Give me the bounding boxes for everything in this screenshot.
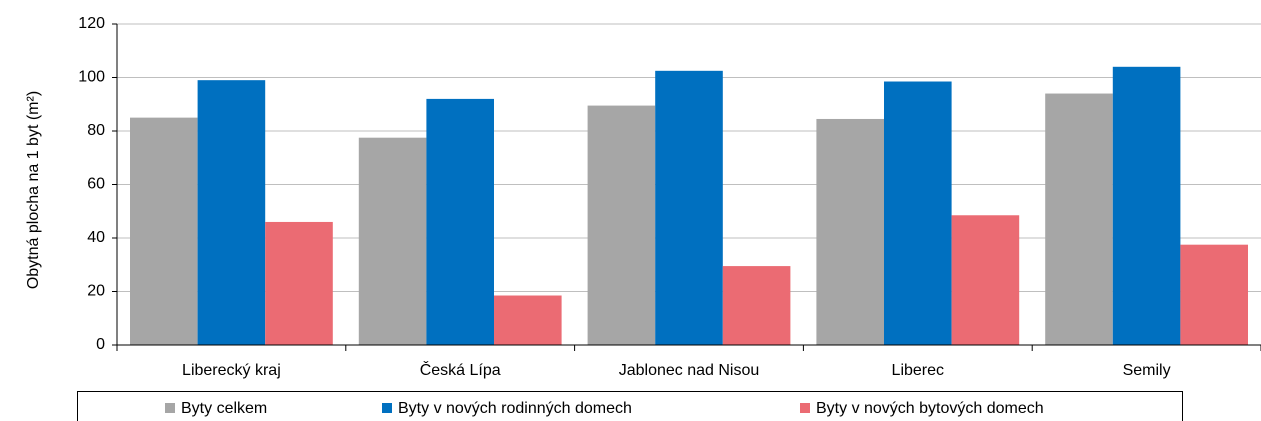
bar xyxy=(265,221,333,345)
bar xyxy=(358,137,427,345)
x-tick-label: Liberecký kraj xyxy=(182,362,281,379)
legend-swatch xyxy=(800,403,810,413)
bar xyxy=(1180,244,1248,345)
bar xyxy=(1045,93,1113,345)
bar xyxy=(816,118,884,346)
bar xyxy=(655,70,723,345)
y-tick-label: 0 xyxy=(96,336,105,353)
y-tick-label: 80 xyxy=(87,122,105,139)
bar xyxy=(1112,66,1181,346)
bar xyxy=(130,117,198,345)
legend-label: Byty celkem xyxy=(181,400,267,417)
y-axis-label: Obytná plocha na 1 byt (m²) xyxy=(25,91,42,289)
bar xyxy=(197,80,266,346)
bar xyxy=(722,266,791,345)
x-tick-label: Liberec xyxy=(892,362,944,379)
legend-box xyxy=(77,391,1183,421)
y-tick-label: 120 xyxy=(78,15,105,32)
y-tick-label: 40 xyxy=(87,229,105,246)
x-tick-label: Česká Lípa xyxy=(420,360,501,379)
bar xyxy=(884,81,952,345)
y-tick-label: 100 xyxy=(78,69,105,86)
bar xyxy=(426,98,494,346)
y-tick-label: 60 xyxy=(87,176,105,193)
legend-swatch xyxy=(165,403,175,413)
x-tick-label: Jablonec nad Nisou xyxy=(619,362,760,379)
y-tick-label: 20 xyxy=(87,283,105,300)
bar xyxy=(494,295,562,345)
bar xyxy=(587,105,656,346)
legend-label: Byty v nových rodinných domech xyxy=(398,400,632,417)
bar xyxy=(951,215,1020,345)
legend-swatch xyxy=(382,403,392,413)
legend-label: Byty v nových bytových domech xyxy=(816,400,1044,417)
x-tick-label: Semily xyxy=(1123,362,1171,379)
